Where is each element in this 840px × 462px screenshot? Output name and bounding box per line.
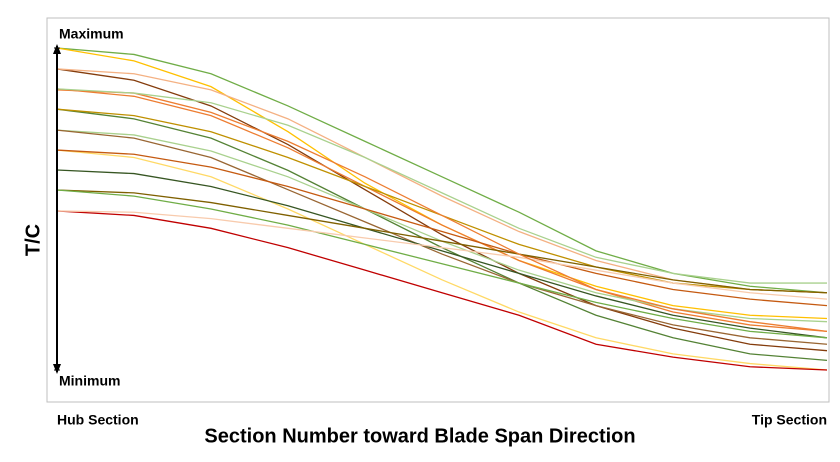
- series-line: [56, 149, 828, 371]
- series-line: [56, 189, 828, 294]
- series-line: [56, 88, 827, 284]
- series-line: [56, 149, 828, 307]
- x-tick-label: Tip Section: [752, 412, 827, 428]
- series-line: [56, 68, 828, 352]
- x-axis-title: Section Number toward Blade Span Directi…: [204, 425, 635, 447]
- y-tick-label: Maximum: [59, 26, 124, 42]
- series-line: [56, 189, 828, 339]
- series-line: [56, 129, 828, 345]
- series-line: [56, 89, 828, 333]
- plot-frame: [46, 17, 830, 403]
- arrow-head: [53, 44, 61, 54]
- arrow-head: [53, 364, 61, 374]
- series-line: [56, 88, 828, 333]
- y-tick-label: Minimum: [59, 373, 120, 389]
- series-line: [56, 210, 828, 300]
- x-tick-label: Hub Section: [57, 412, 139, 428]
- series-line: [56, 210, 828, 371]
- series-line: [56, 169, 828, 339]
- y-axis-title: T/C: [22, 224, 44, 256]
- series-line: [56, 47, 828, 294]
